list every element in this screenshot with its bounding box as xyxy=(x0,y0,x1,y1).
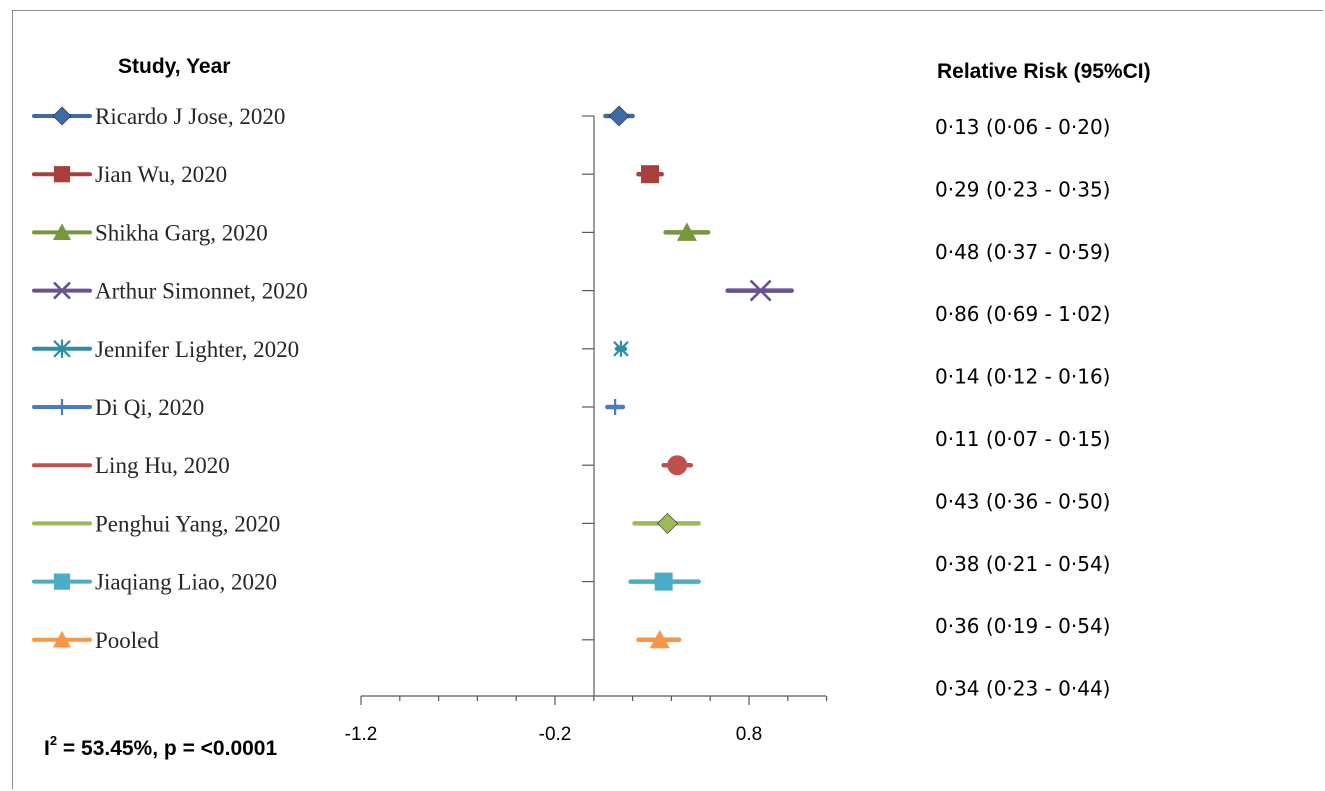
study-name: Jennifer Lighter, 2020 xyxy=(95,337,299,362)
estimate-mark xyxy=(663,222,711,241)
study-name: Jian Wu, 2020 xyxy=(95,162,227,187)
heterogeneity-i: I xyxy=(44,737,50,760)
estimate-mark xyxy=(603,105,635,127)
heterogeneity-value: = 53.45%, p = <0.0001 xyxy=(57,737,277,760)
estimate-mark xyxy=(628,572,701,591)
estimate-mark xyxy=(613,340,629,357)
legend-item: Jian Wu, 2020 xyxy=(32,162,227,187)
estimate-mark xyxy=(725,279,794,302)
legend-marker-x-icon xyxy=(53,281,71,300)
point-estimate-square-icon xyxy=(641,165,660,184)
study-column-header: Study, Year xyxy=(118,55,230,78)
study-name: Pooled xyxy=(95,628,159,653)
heterogeneity-statistic: I2 = 53.45%, p = <0.0001 xyxy=(44,733,277,760)
point-estimate-diamond-icon xyxy=(608,105,630,127)
estimate-label: 0·14 (0·12 - 0·16) xyxy=(935,365,1111,389)
study-name: Ricardo J Jose, 2020 xyxy=(95,104,285,129)
x-tick-label: 0.8 xyxy=(736,724,762,745)
legend-item: Shikha Garg, 2020 xyxy=(32,220,268,245)
legend-marker-triangle-icon xyxy=(53,630,71,648)
legend-marker-square-icon xyxy=(53,166,71,183)
point-estimate-star-icon xyxy=(613,340,629,357)
legend-marker-diamond-icon xyxy=(52,106,72,126)
study-name: Penghui Yang, 2020 xyxy=(95,511,280,536)
estimate-mark xyxy=(632,512,701,534)
legend-item: Ricardo J Jose, 2020 xyxy=(32,104,285,129)
legend-item: Arthur Simonnet, 2020 xyxy=(32,279,308,304)
estimate-label: 0·34 (0·23 - 0·44) xyxy=(935,677,1111,701)
estimate-label: 0·43 (0·36 - 0·50) xyxy=(935,489,1111,513)
point-estimate-x-icon xyxy=(749,279,772,302)
point-estimate-circle-icon xyxy=(667,455,688,476)
estimate-labels: 0·13 (0·06 - 0·20) 0·29 (0·23 - 0·35) 0·48… xyxy=(935,115,1111,701)
point-estimate-square-icon xyxy=(654,572,673,591)
x-axis: -1.2 -0.2 0.8 xyxy=(345,115,828,745)
point-estimate-triangle-icon xyxy=(676,222,697,241)
study-legend: Ricardo J Jose, 2020 Jian Wu, 2020 Shikha … xyxy=(32,104,308,653)
estimate-label: 0·86 (0·69 - 1·02) xyxy=(935,302,1111,326)
estimate-label: 0·38 (0·21 - 0·54) xyxy=(935,552,1111,576)
estimate-column-header: Relative Risk (95%CI) xyxy=(937,60,1151,83)
legend-item: Ling Hu, 2020 xyxy=(32,453,230,478)
estimate-label: 0·11 (0·07 - 0·15) xyxy=(935,427,1111,451)
heterogeneity-superscript: 2 xyxy=(50,733,57,748)
study-name: Di Qi, 2020 xyxy=(95,395,204,420)
legend-marker-square-icon xyxy=(53,573,71,590)
study-name: Arthur Simonnet, 2020 xyxy=(95,279,308,304)
estimate-label: 0·48 (0·37 - 0·59) xyxy=(935,240,1111,264)
x-tick-label: -1.2 xyxy=(345,724,378,745)
estimate-label: 0·29 (0·23 - 0·35) xyxy=(935,177,1111,201)
study-name: Jiaqiang Liao, 2020 xyxy=(95,570,277,595)
legend-item: Jennifer Lighter, 2020 xyxy=(32,337,299,362)
estimate-mark xyxy=(636,629,682,649)
estimate-label: 0·36 (0·19 - 0·54) xyxy=(935,614,1111,638)
legend-item: Jiaqiang Liao, 2020 xyxy=(32,570,277,595)
estimate-mark xyxy=(605,399,626,415)
point-estimate-diamond-icon xyxy=(657,512,678,534)
estimate-mark xyxy=(661,455,694,476)
legend-item: Di Qi, 2020 xyxy=(32,395,204,420)
legend-marker-star-icon xyxy=(53,339,71,358)
legend-marker-triangle-icon xyxy=(53,223,71,241)
estimate-label: 0·13 (0·06 - 0·20) xyxy=(935,115,1111,139)
legend-item: Penghui Yang, 2020 xyxy=(32,511,280,536)
estimate-marks xyxy=(603,105,794,649)
legend-item: Pooled xyxy=(32,628,159,653)
study-name: Shikha Garg, 2020 xyxy=(95,220,268,245)
chart-frame xyxy=(12,10,1323,789)
point-estimate-triangle-icon xyxy=(649,629,670,649)
study-name: Ling Hu, 2020 xyxy=(95,453,230,478)
estimate-mark xyxy=(636,165,664,184)
x-tick-label: -0.2 xyxy=(539,724,572,745)
